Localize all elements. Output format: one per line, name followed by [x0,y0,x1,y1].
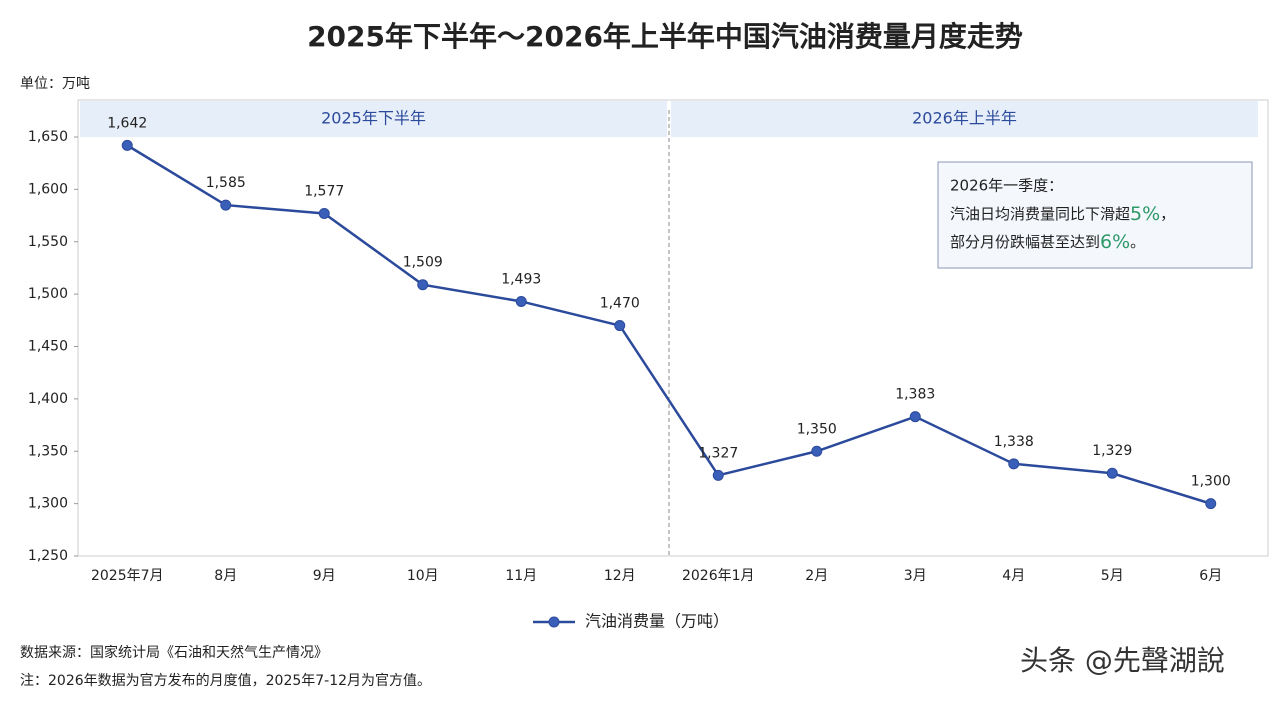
annotation-text: 部分月份跌幅甚至达到 [950,233,1100,251]
legend-label: 汽油消费量（万吨） [585,612,729,631]
data-point [1008,458,1020,470]
annotation-highlight: 6% [1100,231,1130,253]
y-tick-label: 1,450 [28,339,68,355]
annotation-box [937,161,1253,269]
data-label: 1,350 [797,421,837,437]
x-tick-label: 6月 [1199,568,1222,584]
x-tick-label: 4月 [1002,568,1025,584]
x-tick-label: 11月 [505,568,537,584]
y-tick-label: 1,250 [28,548,68,564]
x-tick-label: 8月 [214,568,237,584]
period-band [80,101,667,137]
y-tick-label: 1,350 [28,443,68,459]
data-point [417,279,429,291]
plot-frame [77,99,1269,557]
note: 注：2026年数据为官方发布的月度值，2025年7-12月为官方值。 [20,673,431,689]
data-label: 1,329 [1092,443,1132,459]
watermark: 头条 @先聲湖說 [1020,644,1225,677]
x-tick-label: 10月 [407,568,439,584]
data-point [121,139,133,151]
y-tick-label: 1,300 [28,496,68,512]
data-label: 1,383 [895,387,935,403]
data-label: 1,509 [403,255,443,271]
annotation-highlight: 5% [1130,203,1160,225]
data-point [614,320,626,332]
data-point [909,411,921,423]
x-tick-label: 3月 [904,568,927,584]
unit-label: 单位：万吨 [20,76,90,92]
annotation-line: 部分月份跌幅甚至达到6%。 [950,231,1145,253]
annotation-text: 。 [1130,233,1145,251]
data-point [515,295,527,307]
data-label: 1,470 [600,296,640,312]
annotation-text: ， [1160,205,1175,223]
period-label: 2025年下半年 [321,109,426,128]
y-tick-label: 1,400 [28,391,68,407]
data-label: 1,338 [994,434,1034,450]
data-point [220,199,232,211]
source: 数据来源：国家统计局《石油和天然气生产情况》 [20,644,328,661]
data-point [1205,498,1217,510]
data-point [811,445,823,457]
x-tick-label: 2025年7月 [91,568,164,584]
y-tick-label: 1,600 [28,181,68,197]
annotation-line: 汽油日均消费量同比下滑超5%， [950,203,1175,225]
data-point [318,207,330,219]
annotation-text: 汽油日均消费量同比下滑超 [950,205,1130,223]
data-point [1106,467,1118,479]
data-label: 1,585 [206,175,246,191]
period-band [671,101,1258,137]
y-tick-label: 1,550 [28,234,68,250]
x-tick-label: 9月 [313,568,336,584]
y-tick-label: 1,650 [28,129,68,145]
data-label: 1,642 [107,115,147,131]
x-tick-label: 12月 [604,568,636,584]
series-line [126,144,1212,505]
legend-marker [548,616,560,628]
y-tick-label: 1,500 [28,286,68,302]
data-label: 1,300 [1191,474,1231,490]
chart-title: 2025年下半年～2026年上半年中国汽油消费量月度走势 [307,20,1023,53]
x-tick-label: 2月 [805,568,828,584]
period-label: 2026年上半年 [912,109,1017,128]
data-label: 1,577 [304,183,344,199]
annotation-title: 2026年一季度： [950,177,1063,195]
x-tick-label: 2026年1月 [682,568,755,584]
x-tick-label: 5月 [1101,568,1124,584]
data-label: 1,493 [501,271,541,287]
data-label: 1,327 [698,445,738,461]
data-point [712,469,724,481]
